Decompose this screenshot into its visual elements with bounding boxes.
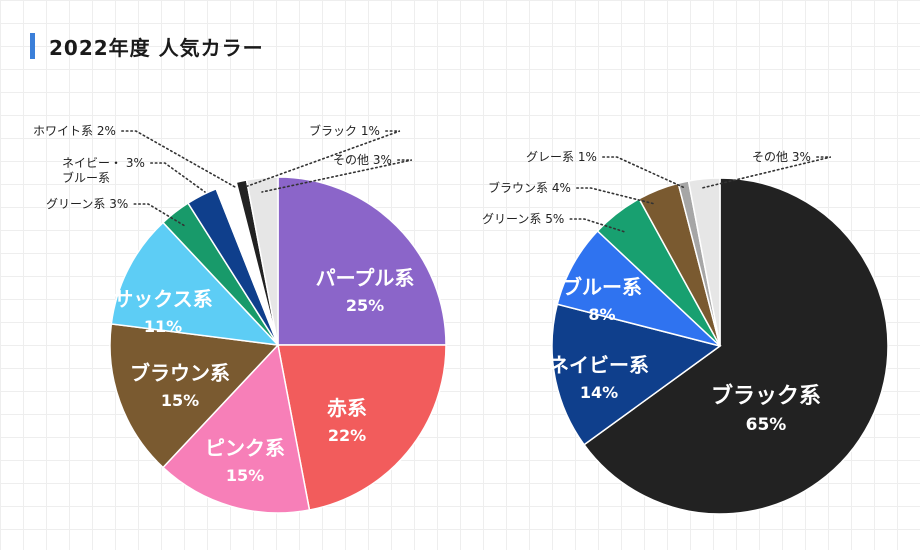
pie-chart-left: パープル系 25% 赤系 22% ピンク系 15% ブラウン系 15% サックス系 11% グリーン… [33, 123, 447, 514]
slice-percent-label: 22% [328, 426, 366, 445]
slice-callout-label: グリーン系 5% [482, 212, 564, 226]
callout-leader-line [701, 156, 832, 189]
slice-name-label: サックス系 [113, 287, 212, 311]
callout-leader-line [261, 159, 413, 193]
callout-leader-line [569, 218, 626, 233]
page-title: 2022年度 人気カラー [49, 35, 264, 60]
slice-callout-label: ホワイト系 2% [33, 124, 116, 138]
slice-name-label: ネイビー系 [549, 353, 649, 377]
slice-callout-label: ネイビー・ 3% [62, 156, 145, 170]
callout-leader-line [244, 130, 401, 188]
callout-leader-line [121, 130, 236, 188]
slice-name-label: ブラウン系 [130, 361, 230, 385]
chart-header: 2022年度 人気カラー [30, 32, 264, 60]
pie-chart-right: ブラック系 65% ネイビー系 14% ブルー系 8% グリーン系 5% ブラウン系 4% グレ… [482, 150, 889, 515]
slice-percent-label: 8% [588, 305, 615, 324]
title-accent-bar [30, 33, 35, 59]
slice-name-label: ブルー系 [562, 275, 642, 299]
slice-callout-label: その他 3% [752, 150, 811, 164]
pie-slice [109, 323, 280, 469]
pie-slice [110, 221, 280, 347]
slice-name-label: パープル系 [316, 266, 415, 290]
callout-leader-line [150, 162, 206, 193]
callout-leader-line [576, 187, 656, 205]
slice-percent-label: 14% [580, 383, 618, 402]
slice-callout-label: その他 3% [333, 153, 392, 167]
slice-name-label: 赤系 [327, 396, 367, 420]
pie-slice [583, 177, 889, 515]
slice-percent-label: 11% [144, 317, 182, 336]
pie-slice [245, 176, 279, 346]
slice-name-label: ブラック系 [711, 383, 821, 409]
callout-leader-line [602, 156, 686, 189]
slice-percent-label: 15% [226, 466, 264, 485]
slice-callout-label-line2: ブルー系 [62, 170, 110, 185]
pie-slice [687, 177, 721, 347]
slice-callout-label: グリーン系 3% [46, 197, 128, 211]
pie-slice [277, 344, 447, 511]
pie-slice [277, 176, 447, 346]
pie-slice [161, 343, 311, 514]
slice-callout-label: ブラック 1% [309, 123, 380, 138]
callout-leader-line [133, 203, 186, 227]
slice-name-label: ピンク系 [205, 436, 285, 460]
slice-callout-label: グレー系 1% [526, 150, 597, 164]
slice-percent-label: 65% [746, 415, 787, 435]
slice-callout-label: ブラウン系 4% [488, 180, 571, 195]
slice-percent-label: 25% [346, 296, 384, 315]
pie-slice [551, 303, 722, 446]
slice-percent-label: 15% [161, 391, 199, 410]
